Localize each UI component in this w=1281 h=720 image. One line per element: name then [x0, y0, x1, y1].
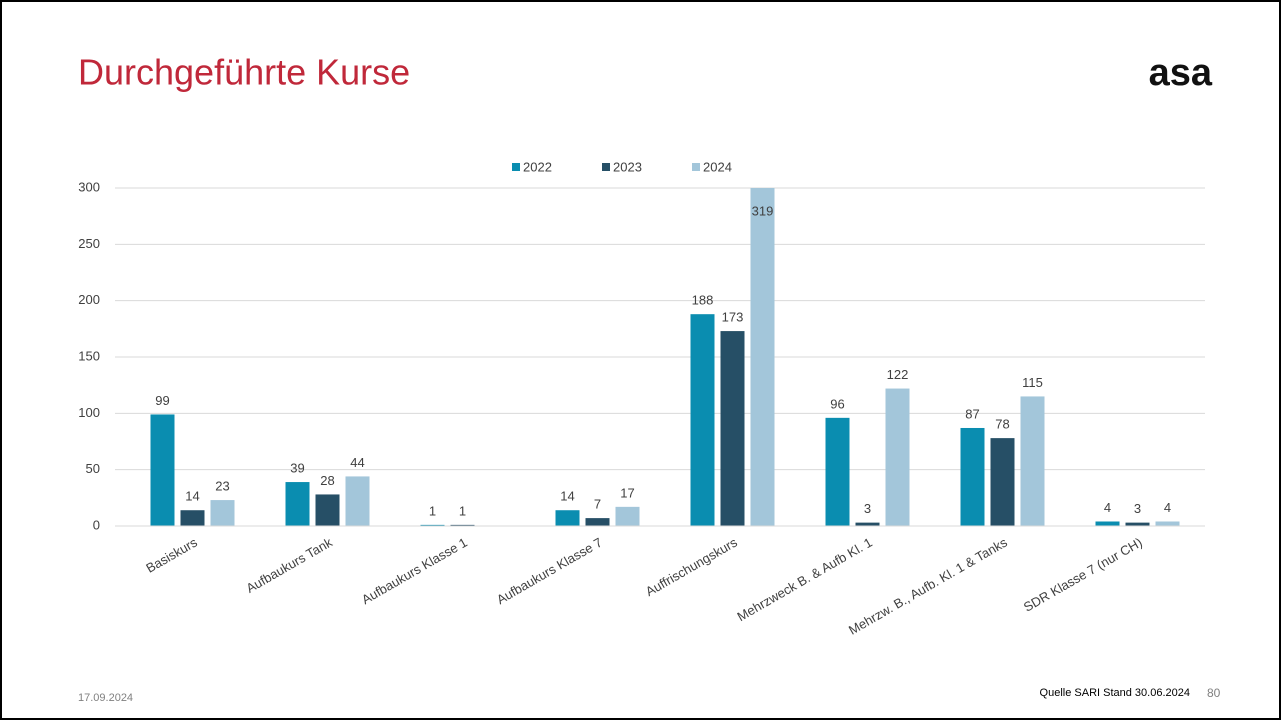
bar: [210, 500, 235, 526]
bar: [1020, 396, 1045, 526]
bar: [150, 414, 175, 526]
bar: [720, 331, 745, 526]
data-label: 3: [864, 501, 871, 516]
bar: [420, 524, 445, 526]
footer-source: Quelle SARI Stand 30.06.2024: [1040, 687, 1190, 699]
data-label: 188: [692, 293, 714, 308]
bar: [960, 427, 985, 526]
data-label: 78: [995, 417, 1009, 432]
plot-area: [150, 188, 1180, 527]
data-label: 96: [830, 396, 844, 411]
legend-swatch: [692, 163, 700, 171]
data-label: 39: [290, 460, 304, 475]
bar: [315, 494, 340, 526]
y-tick-label: 300: [78, 179, 100, 194]
data-label: 3: [1134, 501, 1141, 516]
data-label: 87: [965, 406, 979, 421]
bar: [825, 417, 850, 526]
y-tick-label: 200: [78, 292, 100, 307]
data-label: 4: [1104, 500, 1111, 515]
data-label: 319: [752, 203, 774, 218]
y-tick-label: 100: [78, 405, 100, 420]
data-label: 1: [429, 503, 436, 518]
data-label: 14: [185, 489, 199, 504]
y-tick-label: 50: [86, 461, 100, 476]
data-label: 23: [215, 479, 229, 494]
logo: asa: [1149, 52, 1213, 94]
footer-date: 17.09.2024: [78, 692, 133, 704]
legend-label: 2022: [523, 159, 552, 174]
bar: [585, 518, 610, 526]
data-label: 1: [459, 503, 466, 518]
page-number: 80: [1207, 686, 1221, 700]
bar: [1095, 521, 1120, 526]
data-label: 173: [722, 310, 744, 325]
y-tick-label: 250: [78, 236, 100, 251]
bar: [615, 506, 640, 526]
bar: [885, 388, 910, 526]
bar: [285, 482, 310, 526]
bar: [345, 476, 370, 526]
y-tick-label: 0: [93, 517, 100, 532]
bar: [855, 522, 880, 526]
bar: [690, 314, 715, 526]
bar: [990, 438, 1015, 526]
legend-swatch: [602, 163, 610, 171]
bar: [1125, 522, 1150, 526]
data-label: 4: [1164, 500, 1171, 515]
data-label: 14: [560, 489, 574, 504]
bar: [450, 524, 475, 526]
bar: [1155, 521, 1180, 526]
bar: [555, 510, 580, 526]
bar: [180, 510, 205, 526]
data-label: 115: [1022, 375, 1043, 390]
data-label: 7: [594, 497, 601, 512]
data-label: 99: [155, 393, 169, 408]
legend-label: 2023: [613, 159, 642, 174]
slide-title: Durchgeführte Kurse: [78, 52, 410, 93]
legend-label: 2024: [703, 159, 732, 174]
data-label: 28: [320, 473, 334, 488]
bar: [750, 188, 775, 527]
data-label: 17: [620, 485, 634, 500]
y-tick-label: 150: [78, 348, 100, 363]
data-label: 44: [350, 455, 364, 470]
data-label: 122: [887, 367, 909, 382]
legend-swatch: [512, 163, 520, 171]
